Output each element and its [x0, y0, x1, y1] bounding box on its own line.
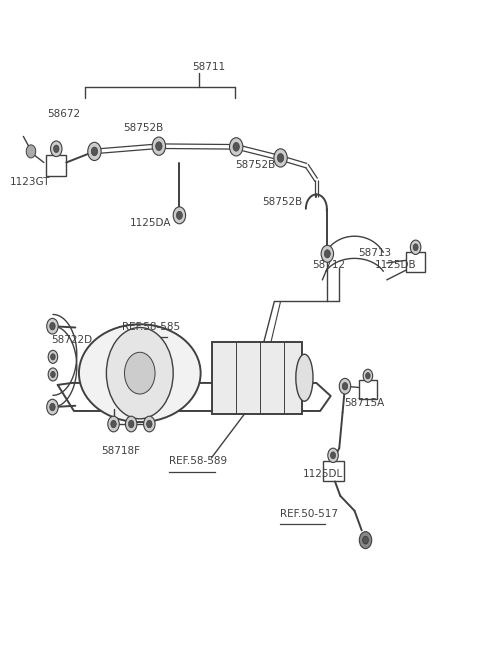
Text: 58715A: 58715A [344, 398, 384, 407]
Circle shape [124, 352, 155, 394]
Text: REF.50-517: REF.50-517 [280, 508, 337, 519]
Circle shape [233, 142, 240, 151]
Circle shape [363, 369, 372, 383]
Circle shape [229, 138, 243, 156]
Ellipse shape [79, 324, 201, 422]
Text: REF.58-585: REF.58-585 [121, 322, 180, 332]
Bar [406, 252, 425, 272]
Bar [212, 342, 302, 413]
Text: 58718F: 58718F [102, 446, 141, 456]
Circle shape [50, 141, 62, 157]
Circle shape [321, 246, 334, 262]
Circle shape [328, 448, 338, 462]
Text: 58712: 58712 [312, 260, 346, 270]
Circle shape [108, 416, 119, 432]
Circle shape [173, 207, 186, 224]
Circle shape [26, 145, 36, 158]
Circle shape [339, 379, 351, 394]
Circle shape [111, 421, 116, 428]
Circle shape [144, 416, 155, 432]
Bar [323, 460, 344, 481]
Circle shape [107, 328, 173, 419]
Text: 58752B: 58752B [235, 160, 276, 170]
Text: 58752B: 58752B [123, 123, 163, 133]
Text: 58711: 58711 [192, 62, 226, 72]
Circle shape [363, 536, 368, 544]
Circle shape [48, 368, 58, 381]
Circle shape [366, 373, 370, 379]
Ellipse shape [296, 354, 313, 402]
Circle shape [88, 142, 101, 160]
Circle shape [47, 318, 58, 334]
Bar [359, 381, 377, 399]
Circle shape [50, 322, 55, 330]
Circle shape [274, 149, 287, 167]
Circle shape [360, 532, 372, 549]
Text: 1123GT: 1123GT [10, 177, 50, 187]
Circle shape [54, 145, 59, 153]
Bar [46, 155, 66, 176]
Circle shape [50, 403, 55, 411]
Text: 1125DA: 1125DA [130, 217, 172, 228]
Circle shape [410, 240, 421, 254]
Text: 58713: 58713 [359, 248, 392, 257]
Circle shape [277, 153, 284, 162]
Circle shape [331, 452, 336, 458]
Text: 1125DB: 1125DB [374, 260, 416, 270]
Circle shape [48, 350, 58, 364]
Circle shape [50, 371, 55, 377]
Circle shape [47, 400, 58, 415]
Text: 58752B: 58752B [263, 197, 303, 207]
Text: REF.58-589: REF.58-589 [169, 457, 228, 466]
Circle shape [91, 147, 97, 156]
Circle shape [156, 141, 162, 151]
Text: 58722D: 58722D [51, 335, 93, 345]
Circle shape [50, 354, 55, 360]
Circle shape [152, 137, 166, 155]
Circle shape [146, 421, 152, 428]
Circle shape [125, 416, 137, 432]
Circle shape [177, 212, 182, 219]
Text: 1125DL: 1125DL [303, 469, 343, 479]
Circle shape [413, 244, 418, 251]
Circle shape [324, 250, 330, 258]
Circle shape [129, 421, 134, 428]
Circle shape [342, 383, 348, 390]
Text: 58672: 58672 [47, 109, 80, 119]
